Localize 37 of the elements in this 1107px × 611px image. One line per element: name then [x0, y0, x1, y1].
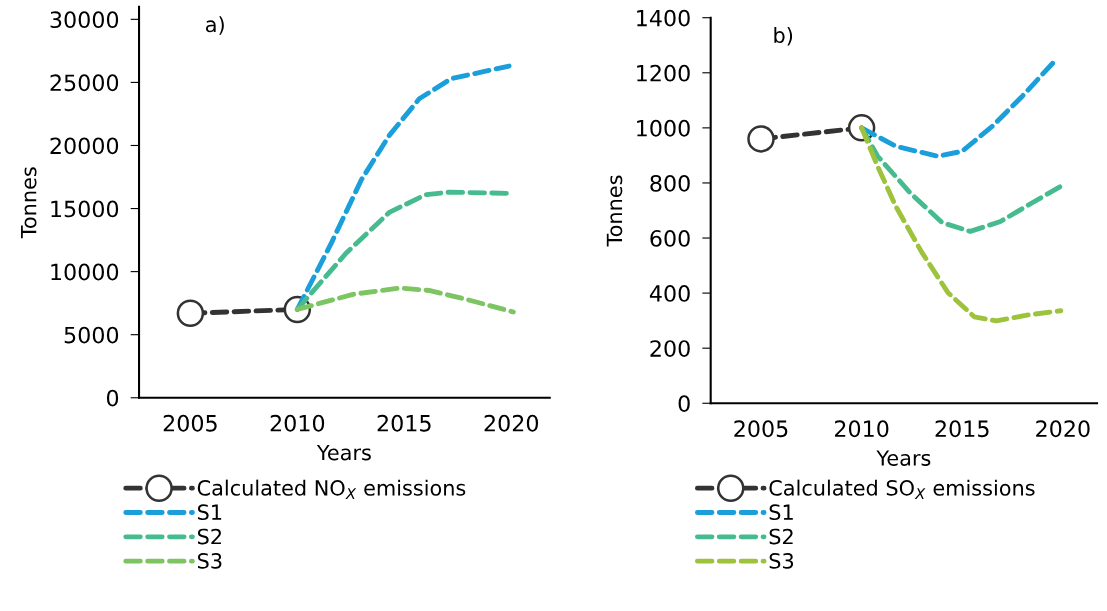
legend-label: S3 [197, 552, 222, 569]
y-tick-label: 200 [650, 340, 690, 357]
y-tick-label: 25000 [50, 74, 119, 92]
y-tick-label: 800 [650, 174, 690, 192]
x-tick-label: 2010 [834, 420, 889, 438]
y-axis-title: Tonnes [21, 167, 37, 239]
y-tick-label: 1400 [637, 9, 690, 27]
x-tick-label: 2005 [734, 420, 788, 438]
y-tick-label: 20000 [50, 137, 119, 155]
y-tick-label: 30000 [50, 11, 119, 29]
annotation: b) [774, 26, 793, 46]
x-tick-label: 2015 [935, 420, 989, 438]
x-axis-title: Years [316, 444, 371, 461]
y-tick-label: 0 [678, 395, 690, 413]
legend-label: S1 [769, 504, 793, 521]
legend-label: S2 [769, 528, 793, 545]
y-tick-label: 1000 [637, 119, 690, 137]
y-tick-label: 5000 [64, 326, 119, 344]
x-axis-title: Years [876, 450, 931, 466]
y-tick-label: 10000 [51, 263, 119, 281]
y-tick-label: 600 [650, 229, 690, 247]
y-tick-label: 15000 [51, 200, 119, 218]
annotation: a) [206, 16, 224, 35]
y-tick-label: 400 [649, 285, 690, 302]
legend-label: S3 [769, 552, 794, 569]
x-tick-label: 2020 [1036, 420, 1090, 438]
y-tick-label: 0 [106, 389, 119, 407]
legend-label: Calculated NO$_{X}$ emissions [197, 479, 466, 499]
x-tick-label: 2005 [163, 414, 217, 432]
x-tick-label: 2020 [484, 414, 539, 432]
legend-label: S1 [197, 504, 222, 521]
x-tick-label: 2010 [270, 414, 325, 432]
y-axis-title: Tonnes [606, 175, 623, 247]
y-tick-label: 1200 [637, 64, 690, 82]
x-tick-label: 2015 [377, 414, 431, 432]
legend-label: Calculated SO$_{X}$ emissions [769, 479, 1035, 499]
legend-label: S2 [197, 528, 221, 545]
